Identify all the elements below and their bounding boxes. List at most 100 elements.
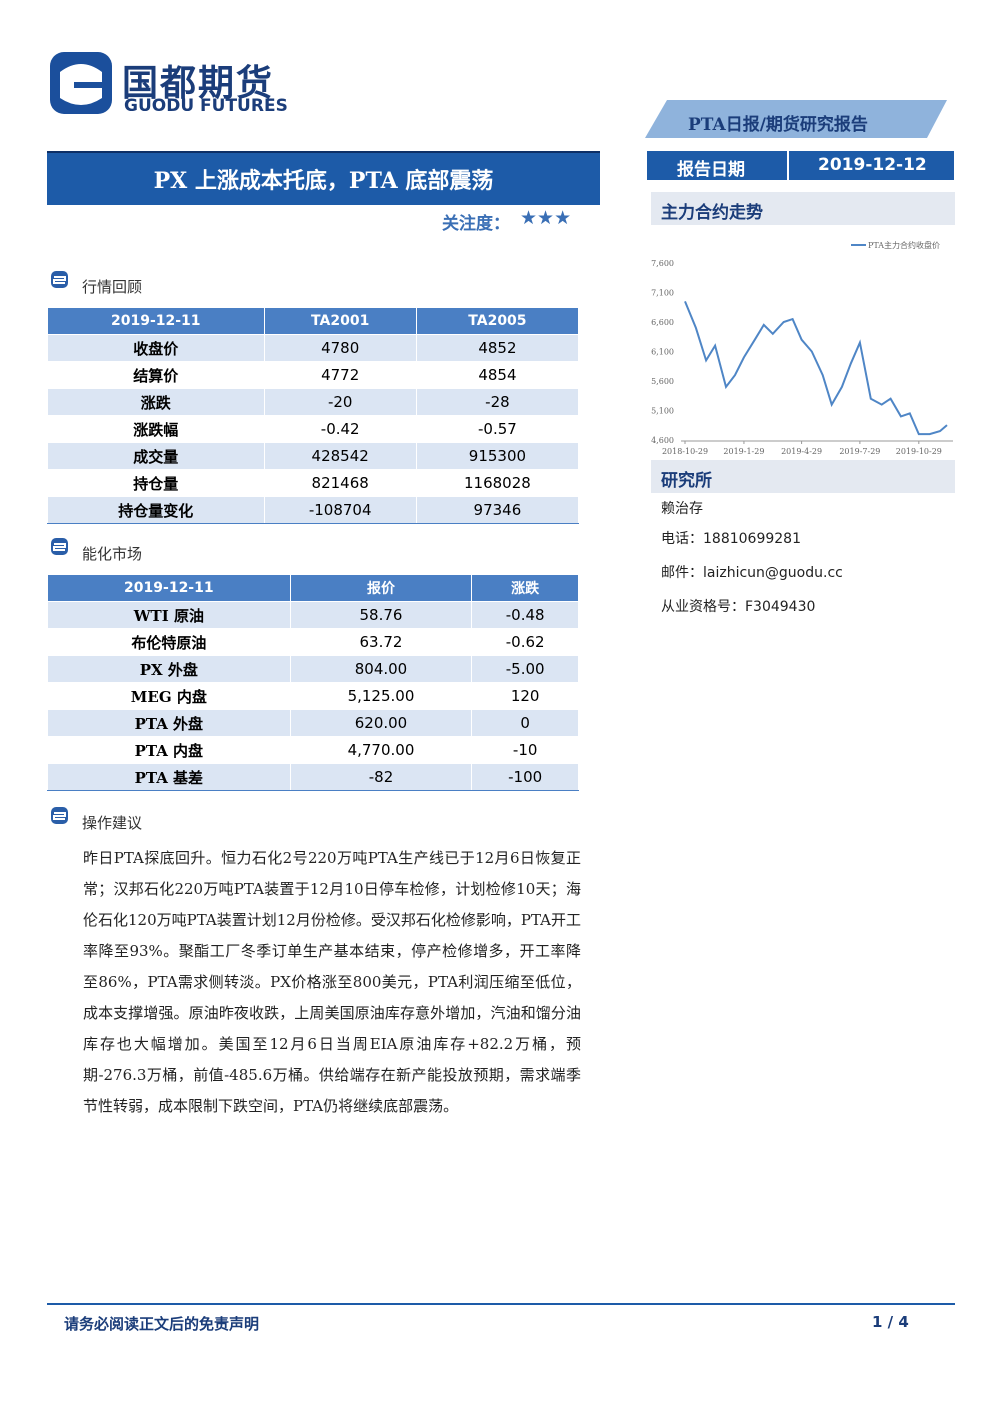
attention-stars: ★★★: [520, 207, 572, 229]
title-bar: [47, 151, 600, 205]
phone: 电话：18810699281: [661, 531, 801, 547]
table-row: PTA 外盘 620.00 0: [47, 709, 579, 737]
table-cell: -0.48: [471, 601, 579, 629]
section-heading: 能化市场: [82, 545, 143, 563]
table-row: 持仓量 821468 1168028: [47, 469, 580, 497]
table-cell: 63.72: [289, 628, 473, 656]
table-cell: -108704: [263, 496, 417, 524]
table-cell: 4854: [415, 361, 580, 389]
y-tick-label: 5,600: [651, 377, 674, 386]
table-cell: 报价: [289, 574, 473, 602]
table-cell: 4772: [263, 361, 417, 389]
table-row: PTA 基差 -82 -100: [47, 763, 579, 791]
table-cell: 4852: [415, 334, 580, 362]
table-cell: MEG 内盘: [47, 682, 291, 710]
advice-paragraph: 昨日PTA探底回升。恒力石化2号220万吨PTA生产线已于12月6日恢复正常；汉…: [83, 849, 581, 1115]
table-cell: -28: [415, 388, 580, 416]
logo-en: GUODU FUTURES: [124, 96, 288, 116]
table-cell: -100: [471, 763, 579, 791]
x-tick-label: 2019-4-29: [781, 447, 822, 456]
y-tick-label: 4,600: [651, 436, 674, 445]
table-cell: 428542: [263, 442, 417, 470]
section-heading: 行情回顾: [82, 278, 143, 296]
x-tick-label: 2019-1-29: [723, 447, 764, 456]
footer-rule: [47, 1303, 955, 1305]
institute-heading: 研究所: [661, 471, 712, 491]
table-cell: TA2005: [415, 307, 580, 335]
section-heading: 操作建议: [82, 814, 143, 832]
sidebar-heading-bg: [651, 192, 955, 225]
page-number: 1 / 4: [872, 1313, 909, 1331]
table-row: 布伦特原油 63.72 -0.62: [47, 628, 579, 656]
table-cell: 804.00: [289, 655, 473, 683]
license: 从业资格号：F3049430: [661, 599, 816, 615]
table-cell: -82: [289, 763, 473, 791]
y-tick-label: 7,100: [651, 289, 674, 298]
date-label: 报告日期: [677, 160, 745, 180]
sidebar-heading-bg: [651, 460, 955, 493]
table-cell: 4780: [263, 334, 417, 362]
disclaimer: 请务必阅读正文后的免责声明: [64, 1315, 260, 1333]
table-cell: PTA 外盘: [47, 709, 291, 737]
logo-icon: [50, 52, 112, 114]
analyst: 赖治存: [661, 501, 703, 517]
table-cell: 持仓量变化: [47, 496, 265, 524]
section-icon: [51, 271, 68, 288]
table-row: PX 外盘 804.00 -5.00: [47, 655, 579, 683]
x-tick-label: 2019-7-29: [839, 447, 880, 456]
email: 邮件：laizhicun@guodu.cc: [661, 565, 843, 581]
table-cell: 5,125.00: [289, 682, 473, 710]
y-tick-label: 6,100: [651, 348, 674, 357]
y-tick-label: 5,100: [651, 407, 674, 416]
table-cell: 0: [471, 709, 579, 737]
chart-heading: 主力合约走势: [661, 203, 763, 223]
table-row: 收盘价 4780 4852: [47, 334, 580, 362]
table-cell: -0.62: [471, 628, 579, 656]
table-cell: 涨跌: [471, 574, 579, 602]
x-tick-label: 2019-10-29: [896, 447, 942, 456]
table-cell: 2019-12-11: [47, 574, 291, 602]
date-divider: [787, 151, 789, 180]
table-cell: 收盘价: [47, 334, 265, 362]
price-line: [684, 301, 948, 436]
banner-shape: [645, 100, 947, 138]
section-icon: [51, 538, 68, 555]
table-row: 持仓量变化 -108704 97346: [47, 496, 580, 524]
table-cell: -20: [263, 388, 417, 416]
logo-cn: 国都期货: [122, 63, 275, 104]
table-cell: -5.00: [471, 655, 579, 683]
title: PX 上涨成本托底，PTA 底部震荡: [153, 168, 494, 194]
table-cell: 4,770.00: [289, 736, 473, 764]
table-row: PTA 内盘 4,770.00 -10: [47, 736, 579, 764]
table-cell: PTA 内盘: [47, 736, 291, 764]
table-row: 结算价 4772 4854: [47, 361, 580, 389]
table-cell: 成交量: [47, 442, 265, 470]
table-cell: 布伦特原油: [47, 628, 291, 656]
table-row: WTI 原油 58.76 -0.48: [47, 601, 579, 629]
table-cell: 58.76: [289, 601, 473, 629]
table-cell: 持仓量: [47, 469, 265, 497]
table-cell: 915300: [415, 442, 580, 470]
table-row: 2019-12-11 报价 涨跌: [47, 574, 579, 602]
attention-label: 关注度：: [442, 214, 510, 234]
table-cell: PTA 基差: [47, 763, 291, 791]
table-cell: WTI 原油: [47, 601, 291, 629]
table-cell: PX 外盘: [47, 655, 291, 683]
section-icon: [51, 807, 68, 824]
y-tick-label: 6,600: [651, 318, 674, 327]
table-row: 涨跌 -20 -28: [47, 388, 580, 416]
legend-label: PTA主力合约收盘价: [868, 240, 940, 250]
banner: PTA日报/期货研究报告: [688, 115, 868, 135]
table-cell: TA2001: [263, 307, 417, 335]
table-row: 成交量 428542 915300: [47, 442, 580, 470]
report-date: 2019-12-12: [818, 155, 927, 175]
table-cell: 97346: [415, 496, 580, 524]
table-cell: -0.57: [415, 415, 580, 443]
energy-table: 2019-12-11 报价 涨跌 WTI 原油 58.76 -0.48 布伦特原油 63.72…: [47, 574, 579, 791]
table-cell: -10: [471, 736, 579, 764]
date-bar: [647, 151, 954, 180]
table-cell: 620.00: [289, 709, 473, 737]
quote-table: 2019-12-11 TA2001 TA2005 收盘价 4780 4852 结算价 4772…: [47, 307, 580, 524]
y-tick-label: 7,600: [651, 259, 674, 268]
